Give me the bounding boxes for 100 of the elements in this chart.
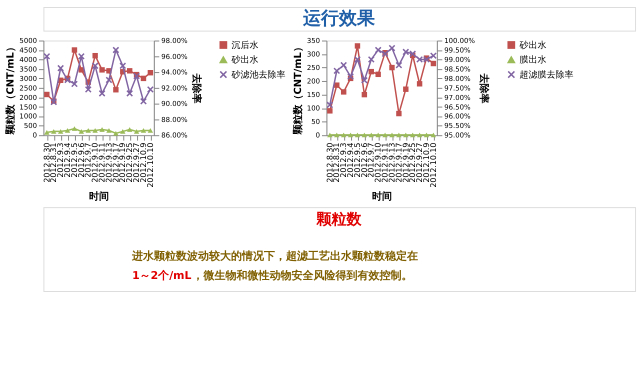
point <box>340 89 346 95</box>
point <box>430 132 436 138</box>
x-tick-label: 2012.10.10 <box>146 142 155 188</box>
x-tick-label: 2012.8.30 <box>42 142 52 183</box>
point <box>424 132 430 138</box>
legend-label: 砂滤池去除率 <box>230 70 286 81</box>
x-tick-label: 2012.9.25 <box>125 142 134 183</box>
point <box>140 98 147 105</box>
point <box>389 64 395 70</box>
point <box>403 86 408 92</box>
x-tick-label: 2012.9.6 <box>76 142 86 178</box>
x-tick-label: 2012.9.10 <box>374 142 383 183</box>
point <box>92 128 98 133</box>
legend-label: 超滤膜去除率 <box>520 70 574 81</box>
point <box>92 52 98 58</box>
text: ，微生物和微性动物安全风险得到有效控制。 <box>192 269 413 282</box>
x-tick-label: 2012.9.25 <box>408 142 418 183</box>
point <box>348 132 354 138</box>
point <box>416 132 422 138</box>
point <box>396 132 402 138</box>
x-tick-label: 2012.9.17 <box>111 142 120 183</box>
x-tick-label: 2012.9.11 <box>98 142 107 183</box>
x-tick-label: 2012.10.9 <box>138 142 148 183</box>
point <box>354 132 360 138</box>
x-tick-label: 2012.8.31 <box>332 142 342 183</box>
x-tick-label: 2012.9.7 <box>366 142 376 178</box>
legend-label: 膜出水 <box>520 54 547 66</box>
point <box>389 132 395 138</box>
point <box>388 44 396 52</box>
x-tick-label: 2012.9.27 <box>132 142 142 183</box>
point <box>374 46 382 54</box>
point <box>327 108 333 114</box>
point <box>362 132 368 138</box>
x-tick-label: 2012.10.10 <box>428 142 438 188</box>
y-axis-title: 颗粒数（CNT/mL） <box>4 42 16 136</box>
y2-axis-title: 去除率 <box>478 72 490 104</box>
point <box>106 128 112 133</box>
point <box>71 80 78 88</box>
x-tick-label: 2012.9.6 <box>360 142 369 178</box>
x-tick-label: 2012.9.7 <box>84 142 93 178</box>
point <box>134 129 140 134</box>
point <box>360 76 368 84</box>
x-tick-label: 2012.10.9 <box>422 142 431 183</box>
point <box>44 92 50 98</box>
text: 1～2个/mL <box>132 269 192 282</box>
point <box>98 90 106 97</box>
point <box>354 43 360 49</box>
y-axis-title: 颗粒数（CNT/mL） <box>292 42 304 136</box>
point <box>86 128 91 133</box>
point <box>148 70 154 76</box>
point <box>340 132 346 138</box>
x-axis-title: 时间 <box>89 190 110 203</box>
y2-axis-title: 去除率 <box>190 72 202 104</box>
legend-label: 砂出水 <box>230 54 259 66</box>
x-tick-label: 2012.9.4 <box>346 142 356 178</box>
legend-label: 砂出水 <box>518 40 547 51</box>
point <box>375 132 381 138</box>
point <box>416 81 422 87</box>
point <box>112 46 120 54</box>
point <box>354 56 361 63</box>
point <box>140 76 146 82</box>
point <box>146 86 154 93</box>
x-tick-label: 2012.9.17 <box>394 142 404 183</box>
point <box>340 62 348 69</box>
legend-label: 沉后水 <box>232 40 259 51</box>
x-tick-label: 2012.9.5 <box>70 142 79 178</box>
point <box>375 72 381 78</box>
point <box>333 67 340 74</box>
point <box>99 127 105 132</box>
point <box>410 132 416 138</box>
point <box>382 132 388 138</box>
point <box>362 92 368 98</box>
point <box>140 128 146 133</box>
point <box>334 132 340 138</box>
point <box>78 52 85 60</box>
x-tick-label: 2012.9.5 <box>352 142 362 178</box>
point <box>58 129 64 134</box>
point <box>92 62 99 70</box>
point <box>368 56 375 63</box>
x-tick-label: 2012.9.19 <box>118 142 128 183</box>
point <box>78 129 84 134</box>
point <box>368 68 374 74</box>
point <box>113 130 119 136</box>
text: 进水颗粒数波动较大的情况下，超滤工艺出水颗粒数稳定在 <box>131 249 418 262</box>
x-tick-label: 2012.8.31 <box>49 142 58 183</box>
point <box>430 60 436 66</box>
x-tick-label: 2012.9.4 <box>63 142 72 178</box>
point <box>113 87 119 92</box>
point <box>72 126 78 131</box>
x-tick-label: 2012.9.3 <box>339 142 348 178</box>
x-tick-label: 2012.9.3 <box>56 142 66 178</box>
point <box>327 132 333 138</box>
point <box>403 132 408 138</box>
x-tick-label: 2012.9.27 <box>415 142 424 183</box>
point <box>430 52 437 60</box>
point <box>84 86 92 93</box>
x-tick-label: 2012.9.13 <box>104 142 114 183</box>
point <box>126 68 132 74</box>
point <box>64 128 70 133</box>
text: 颗粒数 <box>316 210 363 228</box>
